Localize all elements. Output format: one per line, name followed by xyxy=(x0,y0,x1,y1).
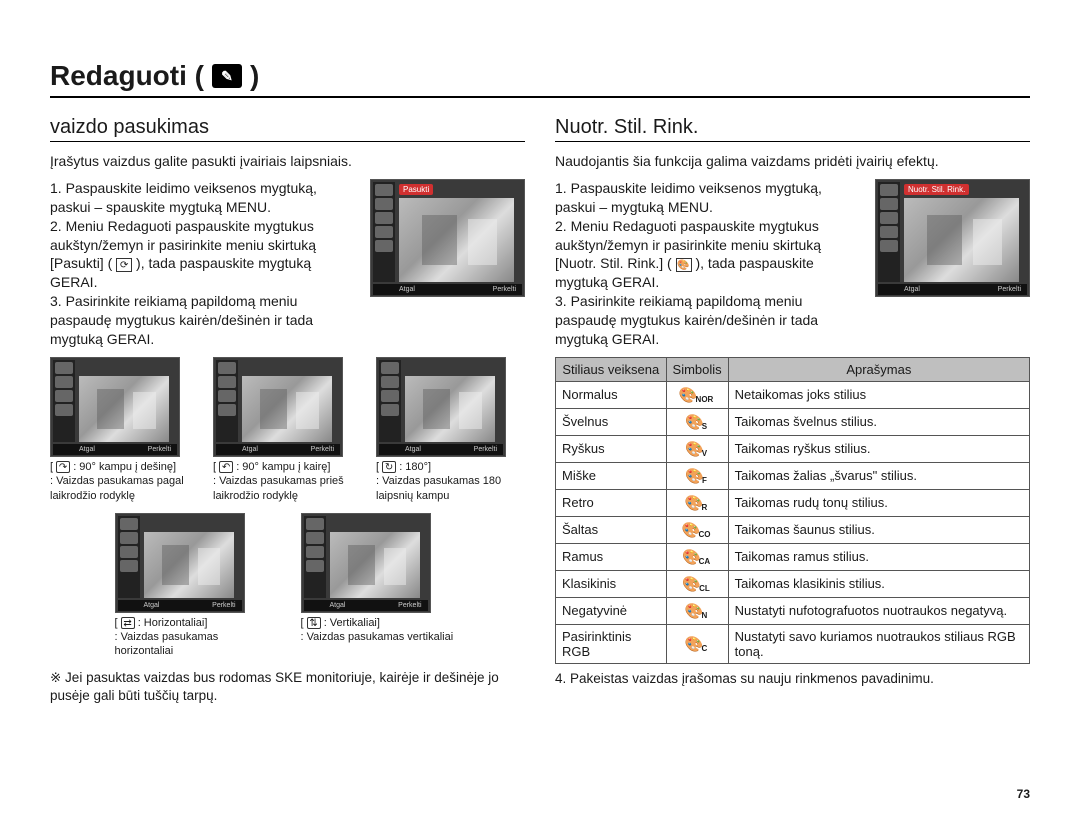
cell-symbol: 🎨NOR xyxy=(666,381,728,408)
thumb-l90: AtgalPerkelti xyxy=(213,357,343,457)
table-row: Retro🎨RTaikomas rudų tonų stilius. xyxy=(556,489,1030,516)
right-main-thumb: Nuotr. Stil. Rink. AtgalPerkelti xyxy=(875,179,1030,297)
table-row: Klasikinis🎨CLTaikomas klasikinis stilius… xyxy=(556,570,1030,597)
thumb-r90: AtgalPerkelti xyxy=(50,357,180,457)
th-mode: Stiliaus veiksena xyxy=(556,357,667,381)
left-steps-block: 1. Paspauskite leidimo veiksenos mygtuką… xyxy=(50,179,525,349)
cell-symbol: 🎨V xyxy=(666,435,728,462)
cell-desc: Taikomas ryškus stilius. xyxy=(728,435,1029,462)
thumb-menu-label-r: Nuotr. Stil. Rink. xyxy=(904,184,969,195)
thumb-menu-label: Pasukti xyxy=(399,184,433,195)
left-heading: vaizdo pasukimas xyxy=(50,116,525,142)
thumb-horiz: AtgalPerkelti xyxy=(115,513,245,613)
title-text: Redaguoti ( xyxy=(50,60,204,92)
left-main-thumb: Pasukti Atgal Perkelti xyxy=(370,179,525,297)
left-note: ※ Jei pasuktas vaizdas bus rodomas SKE m… xyxy=(50,669,525,705)
page-number: 73 xyxy=(1017,787,1030,801)
rotation-right: AtgalPerkelti [ ↷ : 90° kampu į dešinę] … xyxy=(50,357,199,503)
thumb-vert: AtgalPerkelti xyxy=(301,513,431,613)
th-desc: Aprašymas xyxy=(728,357,1029,381)
th-symbol: Simbolis xyxy=(666,357,728,381)
cell-mode: Ryškus xyxy=(556,435,667,462)
cell-mode: Negatyvinė xyxy=(556,597,667,624)
table-header-row: Stiliaus veiksena Simbolis Aprašymas xyxy=(556,357,1030,381)
left-intro: Įrašytus vaizdus galite pasukti įvairiai… xyxy=(50,152,525,171)
thumb-footer: Atgal Perkelti xyxy=(373,284,522,295)
cell-mode: Švelnus xyxy=(556,408,667,435)
ccw-icon: ↶ xyxy=(219,461,233,473)
left-step3: 3. Pasirinkite reikiamą papildomą meniu … xyxy=(50,292,360,349)
table-row: Ramus🎨CATaikomas ramus stilius. xyxy=(556,543,1030,570)
right-steps: 1. Paspauskite leidimo veiksenos mygtuką… xyxy=(555,179,865,349)
cell-mode: Miške xyxy=(556,462,667,489)
left-step2: 2. Meniu Redaguoti paspauskite mygtukus … xyxy=(50,217,360,293)
cell-mode: Šaltas xyxy=(556,516,667,543)
cell-mode: Normalus xyxy=(556,381,667,408)
columns: vaizdo pasukimas Įrašytus vaizdus galite… xyxy=(50,116,1030,705)
table-row: Šaltas🎨COTaikomas šaunus stilius. xyxy=(556,516,1030,543)
cell-desc: Taikomas švelnus stilius. xyxy=(728,408,1029,435)
right-column: Nuotr. Stil. Rink. Naudojantis šia funkc… xyxy=(555,116,1030,705)
right-heading: Nuotr. Stil. Rink. xyxy=(555,116,1030,142)
right-step2: 2. Meniu Redaguoti paspauskite mygtukus … xyxy=(555,217,865,293)
thumb-sidebar xyxy=(373,182,395,282)
rotation-horizontal: AtgalPerkelti [ ⇄ : Horizontaliai] : Vai… xyxy=(115,513,275,659)
left-step1: 1. Paspauskite leidimo veiksenos mygtuką… xyxy=(50,179,360,217)
cell-desc: Taikomas klasikinis stilius. xyxy=(728,570,1029,597)
right-step1: 1. Paspauskite leidimo veiksenos mygtuką… xyxy=(555,179,865,217)
table-row: Negatyvinė🎨NNustatyti nufotografuotos nu… xyxy=(556,597,1030,624)
cw-icon: ↷ xyxy=(56,461,70,473)
title-close: ) xyxy=(250,60,259,92)
cell-desc: Nustatyti nufotografuotos nuotraukos neg… xyxy=(728,597,1029,624)
thumb-image xyxy=(399,198,514,282)
cell-mode: Klasikinis xyxy=(556,570,667,597)
rotation-left: AtgalPerkelti [ ↶ : 90° kampu į kairę] :… xyxy=(213,357,362,503)
cell-desc: Netaikomas joks stilius xyxy=(728,381,1029,408)
cell-symbol: 🎨R xyxy=(666,489,728,516)
right-intro: Naudojantis šia funkcija galima vaizdams… xyxy=(555,152,1030,171)
right-step4: 4. Pakeistas vaizdas įrašomas su nauju r… xyxy=(555,670,1030,688)
table-row: Švelnus🎨STaikomas švelnus stilius. xyxy=(556,408,1030,435)
cell-desc: Taikomas žalias „švarus" stilius. xyxy=(728,462,1029,489)
rotation-row-2: AtgalPerkelti [ ⇄ : Horizontaliai] : Vai… xyxy=(50,513,525,659)
flip-v-icon: ⇅ xyxy=(307,617,321,629)
cell-desc: Taikomas ramus stilius. xyxy=(728,543,1029,570)
styles-table: Stiliaus veiksena Simbolis Aprašymas Nor… xyxy=(555,357,1030,664)
rotation-180: AtgalPerkelti [ ↻ : 180°] : Vaizdas pasu… xyxy=(376,357,525,503)
cell-symbol: 🎨C xyxy=(666,624,728,663)
thumb-180: AtgalPerkelti xyxy=(376,357,506,457)
cell-desc: Taikomas šaunus stilius. xyxy=(728,516,1029,543)
cell-symbol: 🎨CO xyxy=(666,516,728,543)
cell-mode: Retro xyxy=(556,489,667,516)
left-column: vaizdo pasukimas Įrašytus vaizdus galite… xyxy=(50,116,525,705)
rotation-vertical: AtgalPerkelti [ ⇅ : Vertikaliai] : Vaizd… xyxy=(301,513,461,659)
palette-icon: 🎨 xyxy=(676,258,692,272)
cell-symbol: 🎨CA xyxy=(666,543,728,570)
cell-desc: Nustatyti savo kuriamos nuotraukos stili… xyxy=(728,624,1029,663)
table-row: Pasirinktinis RGB🎨CNustatyti savo kuriam… xyxy=(556,624,1030,663)
cell-symbol: 🎨N xyxy=(666,597,728,624)
table-row: Ryškus🎨VTaikomas ryškus stilius. xyxy=(556,435,1030,462)
cell-symbol: 🎨F xyxy=(666,462,728,489)
cell-symbol: 🎨S xyxy=(666,408,728,435)
cell-symbol: 🎨CL xyxy=(666,570,728,597)
flip-h-icon: ⇄ xyxy=(121,617,135,629)
table-row: Normalus🎨NORNetaikomas joks stilius xyxy=(556,381,1030,408)
rotation-row-1: AtgalPerkelti [ ↷ : 90° kampu į dešinę] … xyxy=(50,357,525,503)
edit-icon: ✎ xyxy=(212,64,242,88)
cell-mode: Pasirinktinis RGB xyxy=(556,624,667,663)
table-row: Miške🎨FTaikomas žalias „švarus" stilius. xyxy=(556,462,1030,489)
cell-mode: Ramus xyxy=(556,543,667,570)
left-steps: 1. Paspauskite leidimo veiksenos mygtuką… xyxy=(50,179,360,349)
right-step3: 3. Pasirinkite reikiamą papildomą meniu … xyxy=(555,292,865,349)
cell-desc: Taikomas rudų tonų stilius. xyxy=(728,489,1029,516)
rotate-icon: ⟳ xyxy=(116,258,132,272)
thumb-sidebar-r xyxy=(878,182,900,282)
r180-icon: ↻ xyxy=(382,461,396,473)
page-title: Redaguoti ( ✎ ) xyxy=(50,60,1030,98)
right-steps-block: 1. Paspauskite leidimo veiksenos mygtuką… xyxy=(555,179,1030,349)
